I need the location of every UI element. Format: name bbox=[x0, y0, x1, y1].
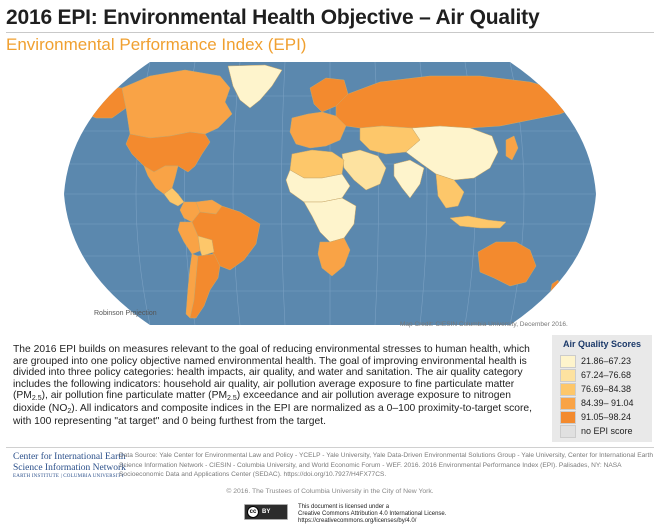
region-indonesia bbox=[449, 215, 507, 229]
legend-item: 67.24–76.68 bbox=[560, 369, 650, 383]
legend-swatch bbox=[560, 383, 576, 396]
ciesin-name-line-2: Science Information Network bbox=[13, 462, 126, 473]
world-map bbox=[60, 56, 600, 331]
region-australia bbox=[477, 241, 537, 287]
legend-title: Air Quality Scores bbox=[562, 339, 642, 349]
legend-swatch bbox=[560, 355, 576, 368]
ciesin-logo: Center for International Earth Science I… bbox=[13, 452, 126, 479]
ciesin-name-line-1: Center for International Earth bbox=[13, 452, 126, 462]
license-line-1: This document is licensed under a bbox=[298, 504, 390, 510]
legend-label: no EPI score bbox=[581, 426, 633, 436]
description-part-2: ), air pollution fine particulate matter… bbox=[41, 390, 228, 402]
legend-label: 91.05–98.24 bbox=[581, 412, 632, 422]
footer-divider bbox=[6, 447, 654, 448]
region-china bbox=[405, 125, 499, 181]
license-text: This document is licensed under a Creati… bbox=[298, 504, 446, 525]
region-bolivia bbox=[197, 235, 215, 257]
map-credit: Map Credit: CIESIN Columbia University, … bbox=[400, 321, 568, 328]
legend-item: no EPI score bbox=[560, 425, 650, 439]
license-line-2: Creative Commons Attribution 4.0 Interna… bbox=[298, 511, 447, 517]
cc-icon: cc bbox=[247, 506, 259, 518]
region-united-states bbox=[125, 131, 211, 173]
license-link[interactable]: https://creativecommons.org/licenses/by/… bbox=[298, 518, 417, 524]
cc-license-badge[interactable]: cc BY bbox=[244, 504, 288, 520]
region-western-europe bbox=[289, 111, 347, 149]
legend-item: 76.69–84.38 bbox=[560, 383, 650, 397]
subscript-pm25-b: 2.5 bbox=[227, 395, 237, 403]
description-part-3: ) exceedance and air pollution average e… bbox=[13, 390, 511, 414]
world-map-svg bbox=[64, 62, 596, 325]
legend-item: 21.86–67.23 bbox=[560, 355, 650, 369]
legend-item: 91.05–98.24 bbox=[560, 411, 650, 425]
legend: Air Quality Scores 21.86–67.23 67.24–76.… bbox=[552, 335, 652, 442]
region-argentina bbox=[189, 253, 221, 319]
region-mexico bbox=[143, 165, 179, 195]
region-southern-africa bbox=[317, 237, 351, 277]
description-part-4: ). All indicators and composite indices … bbox=[13, 402, 533, 427]
page-title: 2016 EPI: Environmental Health Objective… bbox=[6, 6, 540, 29]
region-india bbox=[393, 159, 425, 199]
description-part-1: The 2016 EPI builds on measures relevant… bbox=[13, 344, 530, 402]
cc-by-label: BY bbox=[262, 509, 271, 515]
legend-swatch bbox=[560, 425, 576, 438]
legend-swatch bbox=[560, 369, 576, 382]
subscript-no2: 2 bbox=[67, 407, 72, 415]
region-middle-east bbox=[341, 149, 387, 191]
legend-label: 76.69–84.38 bbox=[581, 384, 632, 394]
description-paragraph: The 2016 EPI builds on measures relevant… bbox=[13, 344, 533, 427]
region-alaska bbox=[75, 85, 127, 119]
legend-swatch bbox=[560, 397, 576, 410]
region-central-africa bbox=[303, 197, 357, 243]
copyright-notice: © 2016. The Trustees of Columbia Univers… bbox=[226, 488, 434, 495]
legend-label: 84.39– 91.04 bbox=[581, 398, 634, 408]
legend-swatch bbox=[560, 411, 576, 424]
subscript-pm25-a: 2.5 bbox=[31, 395, 42, 403]
ciesin-affiliation: EARTH INSTITUTE | COLUMBIA UNIVERSITY bbox=[13, 474, 125, 479]
region-greenland bbox=[227, 64, 283, 109]
projection-label: Robinson Projection bbox=[94, 310, 157, 317]
page-subtitle: Environmental Performance Index (EPI) bbox=[6, 35, 307, 54]
title-divider bbox=[6, 32, 654, 33]
region-japan bbox=[505, 135, 519, 161]
legend-item: 84.39– 91.04 bbox=[560, 397, 650, 411]
data-source-citation: Data Source: Yale Center for Environment… bbox=[119, 452, 653, 478]
legend-label: 67.24–76.68 bbox=[581, 370, 632, 380]
region-southeast-asia bbox=[435, 173, 465, 209]
legend-label: 21.86–67.23 bbox=[581, 356, 632, 366]
